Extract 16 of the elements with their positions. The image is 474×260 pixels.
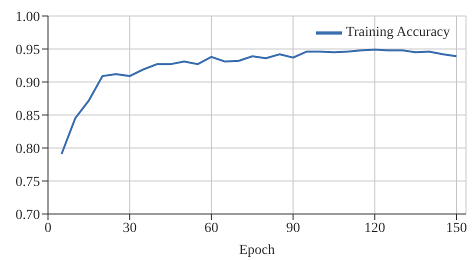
legend-label: Training Accuracy <box>346 25 450 40</box>
x-tick-label: 90 <box>286 220 300 236</box>
y-tick-label: 0.85 <box>16 108 40 124</box>
line-series <box>60 48 458 155</box>
y-tick-label: 0.75 <box>16 174 40 190</box>
x-tick-label: 120 <box>364 220 386 236</box>
y-tick-label: 0.70 <box>16 208 40 223</box>
x-tick-label: 30 <box>122 220 137 236</box>
x-tick-label: 0 <box>44 220 52 236</box>
y-tick-label: 1.00 <box>16 10 40 25</box>
y-tick-label: 0.90 <box>16 76 40 91</box>
y-tick-label: 0.95 <box>16 42 40 58</box>
x-tick-label: 150 <box>446 220 467 236</box>
x-tick-label: 60 <box>204 220 218 236</box>
x-axis-title: Epoch <box>239 243 275 258</box>
y-tick-label: 0.80 <box>16 142 40 157</box>
